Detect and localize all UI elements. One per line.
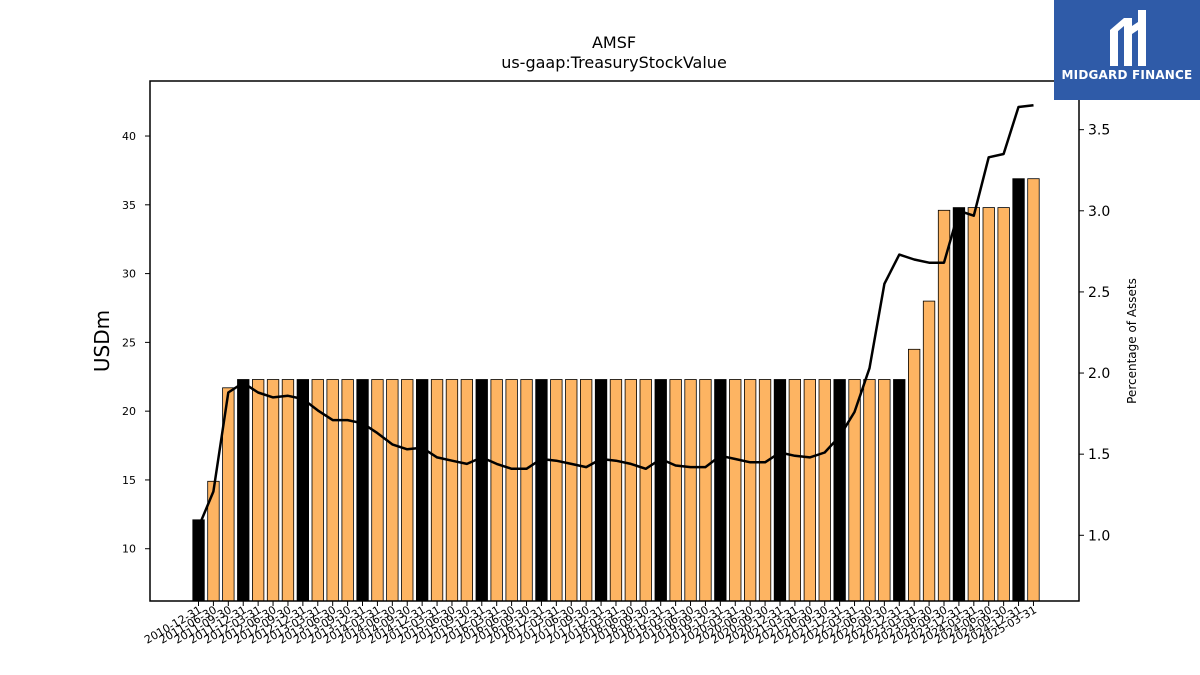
bar-2018-03-31 (609, 379, 623, 602)
y2-tick-label: 2.0 (1088, 366, 1110, 382)
x-axis: 2010-12-312011-06-302011-09-302011-12-31… (142, 601, 1039, 647)
y2-tick-label: 3.0 (1088, 204, 1110, 220)
bar-2013-09-30 (341, 379, 354, 602)
y-tick-label: 25 (122, 336, 136, 349)
y-tick-label: 30 (122, 268, 136, 281)
bar-2016-09-30 (520, 379, 533, 602)
y-tick-label: 10 (122, 543, 136, 556)
bar-2014-12-31 (415, 379, 429, 602)
y-tick-label: 15 (122, 474, 136, 487)
bar-2019-12-31 (714, 379, 727, 602)
bar-2022-06-30 (863, 379, 876, 602)
bar-2024-03-31 (967, 207, 980, 602)
percentage-line (197, 104, 1034, 528)
bar-2015-03-31 (430, 379, 444, 602)
bar-2023-09-30 (937, 209, 951, 602)
bar-2021-06-30 (803, 379, 816, 602)
bar-2012-03-31 (251, 379, 265, 602)
bar-2023-03-31 (908, 348, 921, 602)
y-tick-label: 35 (122, 199, 136, 212)
bar-2017-03-31 (550, 379, 563, 602)
y2-axis-label: Percentage of Assets (1125, 278, 1139, 404)
chart-subtitle: us-gaap:TreasuryStockValue (501, 53, 727, 72)
bar-2011-12-31 (237, 379, 250, 602)
bar-2015-09-30 (460, 379, 474, 602)
y2-tick-label: 1.5 (1088, 447, 1110, 463)
y-tick-label: 40 (122, 130, 136, 143)
y2-tick-label: 2.5 (1088, 285, 1110, 301)
bar-2013-12-31 (356, 379, 369, 602)
brand-logo: MIDGARD FINANCE (1054, 0, 1200, 100)
right-axis: 1.0 1.5 2.0 2.5 3.0 3.5 (1079, 123, 1110, 544)
bar-2015-12-31 (475, 379, 488, 602)
bar-2023-06-30 (922, 300, 936, 602)
brand-wordmark: MIDGARD FINANCE (1061, 68, 1193, 82)
y-axis-label: USDm (90, 310, 114, 372)
bar-2013-06-30 (326, 379, 339, 602)
bar-2016-03-31 (490, 379, 503, 602)
bar-2017-09-30 (580, 379, 593, 602)
bar-2019-03-31 (669, 379, 682, 602)
chart-title: AMSF (592, 33, 636, 52)
bar-2020-03-31 (729, 379, 742, 602)
bar-2021-12-31 (833, 379, 846, 602)
y2-tick-label: 1.0 (1088, 528, 1110, 544)
bar-2019-06-30 (684, 379, 697, 602)
bar-2012-09-30 (281, 379, 295, 602)
bar-2024-12-31 (1012, 178, 1025, 602)
bar-2014-09-30 (401, 379, 414, 602)
bar-2019-09-30 (699, 379, 712, 602)
bar-2025-03-31 (1027, 178, 1040, 602)
bar-2014-03-31 (371, 379, 384, 602)
bar-2014-06-30 (386, 379, 399, 602)
bar-2021-09-30 (818, 379, 831, 602)
bars (192, 178, 1040, 602)
bar-2015-06-30 (445, 379, 459, 602)
bar-2010-12-31 (192, 519, 205, 602)
bar-2022-09-30 (878, 379, 891, 602)
bar-2020-09-30 (758, 379, 772, 602)
bar-2018-12-31 (654, 379, 667, 602)
bar-2016-12-31 (535, 379, 548, 602)
bar-2018-06-30 (624, 379, 637, 602)
bar-2020-06-30 (744, 379, 757, 602)
left-axis: 10 15 20 25 30 35 40 (122, 130, 150, 556)
plot-frame (149, 80, 1080, 602)
bar-2021-03-31 (788, 379, 801, 602)
bar-2022-12-31 (893, 379, 906, 602)
bar-2017-06-30 (565, 379, 578, 602)
y2-tick-label: 3.5 (1088, 123, 1110, 139)
bar-2017-12-31 (594, 379, 608, 602)
bar-2023-12-31 (952, 207, 966, 602)
bar-2016-06-30 (505, 379, 518, 602)
bar-2012-12-31 (296, 379, 310, 602)
bar-2024-06-30 (982, 207, 995, 602)
midgard-logo-icon (1110, 10, 1146, 66)
bar-2012-06-30 (266, 379, 280, 602)
bar-2024-09-30 (997, 207, 1010, 602)
bar-2020-12-31 (773, 379, 787, 602)
y-tick-label: 20 (122, 405, 136, 418)
bar-2018-09-30 (639, 379, 652, 602)
